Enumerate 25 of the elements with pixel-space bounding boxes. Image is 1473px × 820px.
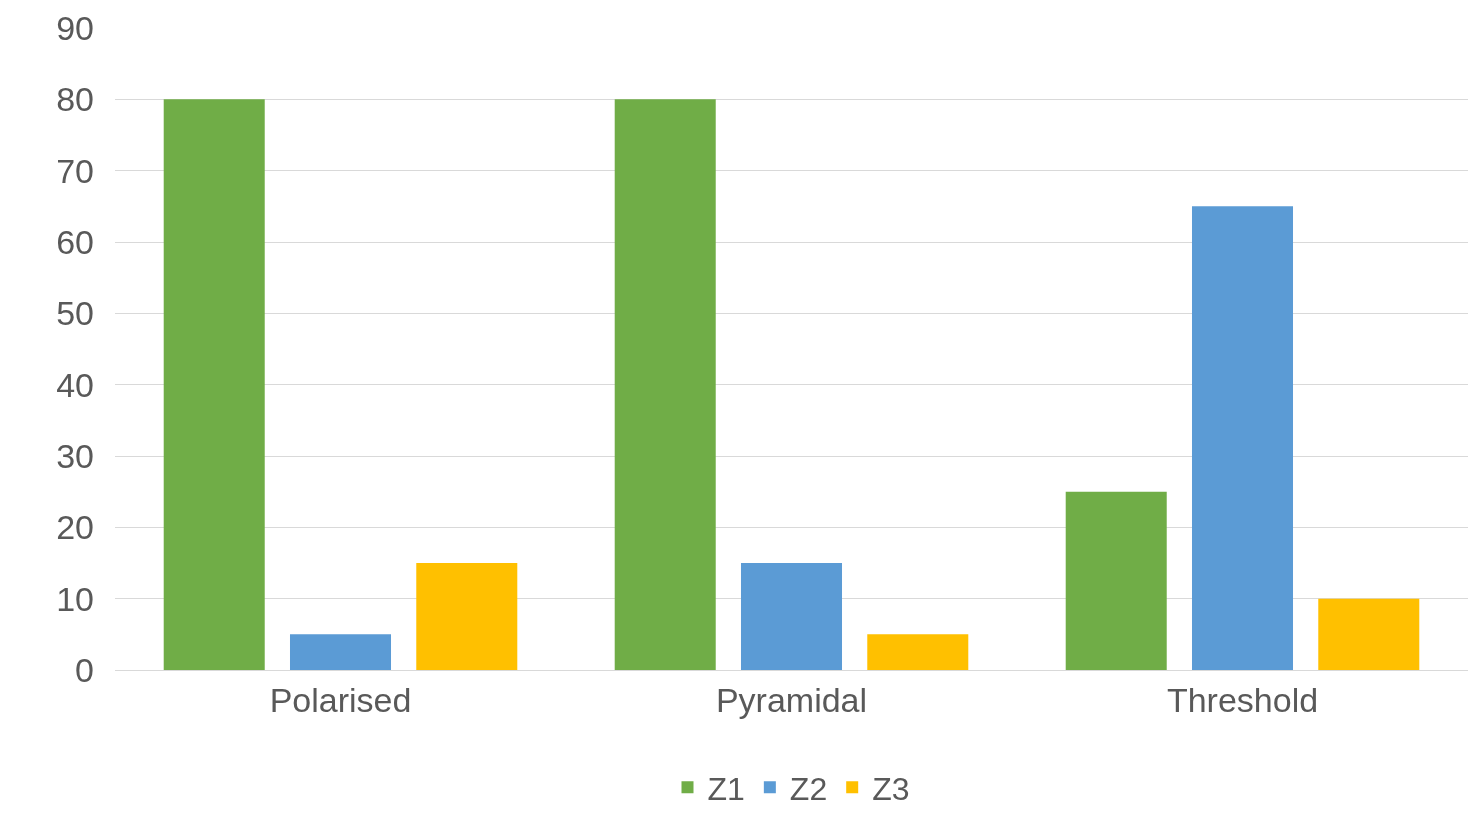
legend-label: Z2 [789,770,828,807]
x-tick-label: Threshold [1166,680,1319,719]
bar [740,563,843,670]
y-tick-label: 50 [56,294,94,333]
y-tick-label: 70 [56,151,94,190]
y-tick-label: 20 [56,508,94,547]
legend-label: Z3 [872,770,910,807]
bar [163,99,265,670]
bar [867,634,969,670]
y-tick-label: 60 [56,222,94,261]
y-tick-label: 30 [56,436,94,475]
y-tick-label: 80 [56,80,94,119]
bar [1191,206,1294,670]
legend-label: Z1 [707,770,745,807]
bar [1318,598,1420,670]
bar [1065,491,1167,670]
bar [416,563,518,670]
bar [614,99,716,670]
x-tick-label: Pyramidal [715,680,868,719]
x-tick-label: Polarised [269,680,412,719]
bar [289,634,392,670]
y-tick-label: 0 [75,650,94,689]
y-tick-label: 90 [56,8,94,47]
y-tick-label: 10 [56,579,94,618]
y-tick-label: 40 [56,365,94,404]
